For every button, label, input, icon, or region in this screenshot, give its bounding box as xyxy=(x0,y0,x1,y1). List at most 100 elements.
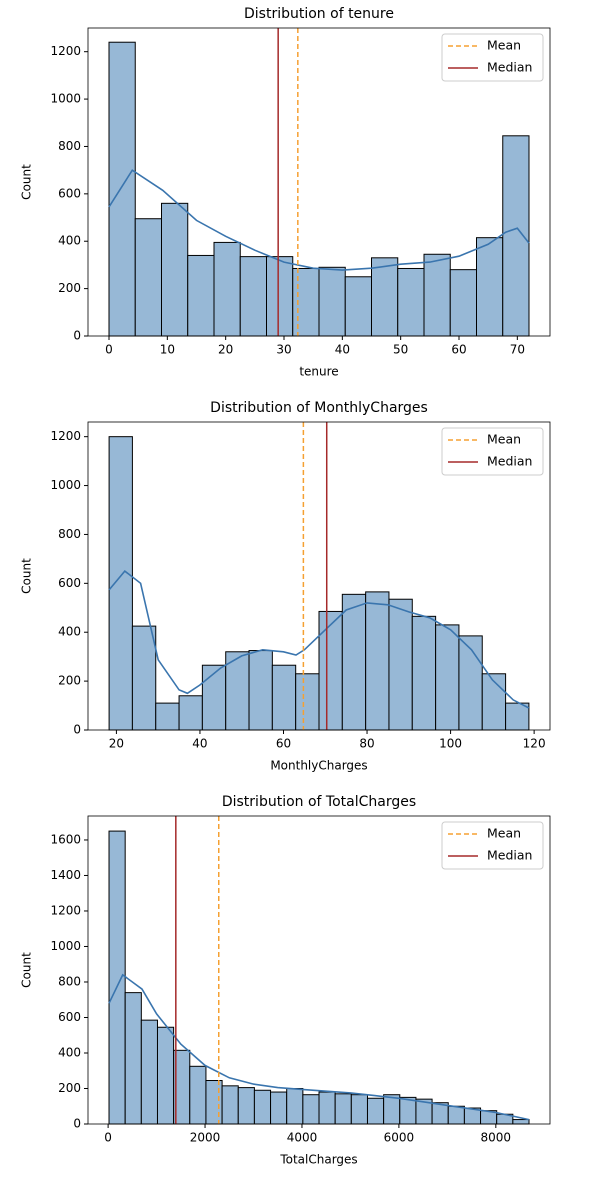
bar xyxy=(187,254,215,337)
y-tick-label: 600 xyxy=(58,576,81,590)
x-tick-label: 40 xyxy=(192,737,207,751)
y-tick-label: 200 xyxy=(58,1081,81,1095)
bar xyxy=(397,267,425,337)
bar xyxy=(248,650,273,731)
y-tick-label: 600 xyxy=(58,186,81,200)
x-tick-label: 20 xyxy=(218,343,233,357)
kde-line xyxy=(108,973,530,1121)
legend-label: Median xyxy=(487,60,532,75)
bar xyxy=(449,269,477,337)
x-tick-label: 4000 xyxy=(287,1131,318,1145)
bar xyxy=(108,830,126,1125)
bar xyxy=(318,1091,336,1125)
y-tick-label: 400 xyxy=(58,234,81,248)
bar xyxy=(476,237,504,337)
chart-title: Distribution of MonthlyCharges xyxy=(210,400,428,416)
axes-frame xyxy=(87,815,551,1125)
x-tick-label: 0 xyxy=(104,1131,112,1145)
bar xyxy=(344,276,372,337)
x-tick-label: 8000 xyxy=(481,1131,512,1145)
bar xyxy=(108,436,133,731)
y-tick-label: 1000 xyxy=(50,92,81,106)
y-axis-label: Count xyxy=(20,164,34,200)
chart-panel: Distribution of MonthlyCharges 20 40 60 80 10… xyxy=(20,400,551,773)
y-axis-label: Count xyxy=(20,558,34,594)
x-tick-label: 60 xyxy=(451,343,466,357)
bar xyxy=(435,624,460,731)
bar xyxy=(334,1093,352,1125)
bar xyxy=(213,241,241,337)
kde-line xyxy=(108,169,530,271)
x-tick-label: 80 xyxy=(359,737,374,751)
kde-line xyxy=(108,569,530,709)
y-tick-label: 200 xyxy=(58,281,81,295)
x-tick-label: 0 xyxy=(105,343,113,357)
y-tick-label: 200 xyxy=(58,674,81,688)
bar xyxy=(140,1019,158,1125)
x-tick-label: 60 xyxy=(276,737,291,751)
legend-label: Mean xyxy=(487,432,521,447)
y-tick-label: 1200 xyxy=(50,903,81,917)
bar xyxy=(365,591,390,731)
bar xyxy=(108,41,136,337)
y-tick-label: 800 xyxy=(58,974,81,988)
x-axis-label: tenure xyxy=(299,365,338,379)
chart-title: Distribution of TotalCharges xyxy=(222,794,416,810)
bar xyxy=(350,1094,368,1125)
bar xyxy=(302,1094,320,1125)
bar xyxy=(318,610,343,731)
bar xyxy=(221,1085,239,1125)
y-tick-label: 0 xyxy=(73,723,81,737)
bar xyxy=(423,253,451,337)
bar xyxy=(161,202,189,337)
y-tick-label: 1600 xyxy=(50,832,81,846)
bar xyxy=(155,702,180,731)
y-tick-label: 1200 xyxy=(50,429,81,443)
bar xyxy=(447,1105,465,1125)
chart-title: Distribution of tenure xyxy=(244,6,394,22)
x-tick-label: 120 xyxy=(523,737,546,751)
y-tick-label: 400 xyxy=(58,625,81,639)
y-tick-label: 400 xyxy=(58,1045,81,1059)
legend-label: Median xyxy=(487,454,532,469)
bar xyxy=(134,218,162,337)
bar xyxy=(366,1097,385,1125)
x-tick-label: 6000 xyxy=(384,1131,415,1145)
bar xyxy=(205,1080,223,1125)
bar xyxy=(201,664,227,731)
bar xyxy=(505,702,530,731)
bar xyxy=(131,625,157,731)
x-tick-label: 70 xyxy=(510,343,525,357)
bar xyxy=(156,1026,175,1125)
y-tick-label: 600 xyxy=(58,1010,81,1024)
bar xyxy=(341,593,367,731)
bar xyxy=(295,673,320,731)
bar xyxy=(189,1065,207,1125)
legend-label: Mean xyxy=(487,826,521,841)
bar xyxy=(292,267,320,337)
chart-panel: Distribution of tenure 0 10 20 30 40 50 60 70 0 20… xyxy=(20,6,551,379)
x-axis-label: MonthlyCharges xyxy=(270,759,367,773)
y-tick-label: 1400 xyxy=(50,868,81,882)
x-tick-label: 100 xyxy=(439,737,462,751)
x-axis-label: TotalCharges xyxy=(279,1153,357,1167)
bar xyxy=(178,695,203,731)
y-axis-label: Count xyxy=(20,952,34,988)
x-tick-label: 30 xyxy=(276,343,291,357)
y-tick-label: 0 xyxy=(73,1117,81,1131)
y-tick-label: 1000 xyxy=(50,939,81,953)
bar xyxy=(502,135,530,337)
y-tick-label: 800 xyxy=(58,139,81,153)
x-tick-label: 50 xyxy=(393,343,408,357)
bar xyxy=(237,1087,255,1125)
axes-frame xyxy=(87,27,551,337)
bar xyxy=(411,615,437,731)
bar xyxy=(266,256,294,337)
legend-label: Median xyxy=(487,848,532,863)
y-tick-label: 800 xyxy=(58,527,81,541)
bar xyxy=(124,992,142,1125)
y-tick-label: 1000 xyxy=(50,478,81,492)
x-tick-label: 2000 xyxy=(190,1131,221,1145)
